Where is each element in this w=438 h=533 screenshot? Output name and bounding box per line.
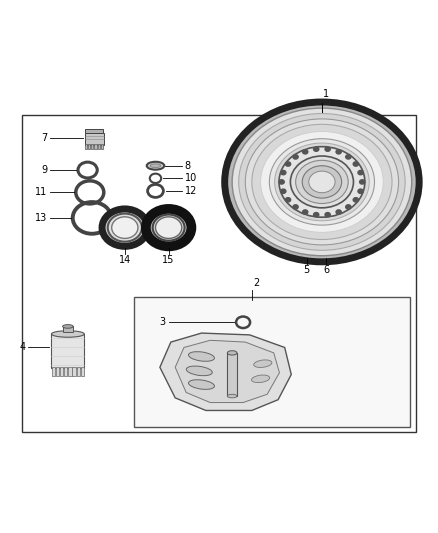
Circle shape	[358, 171, 363, 175]
Circle shape	[325, 147, 330, 151]
Bar	[91, 144, 93, 149]
Circle shape	[245, 119, 399, 245]
Text: 4: 4	[19, 343, 25, 352]
Circle shape	[296, 160, 348, 204]
Circle shape	[358, 189, 363, 193]
Bar	[22, 115, 416, 432]
Circle shape	[102, 209, 148, 246]
Bar	[85, 144, 87, 149]
Circle shape	[153, 214, 184, 241]
Circle shape	[346, 155, 351, 159]
Circle shape	[353, 162, 358, 166]
Ellipse shape	[188, 352, 215, 361]
Circle shape	[336, 210, 341, 214]
Polygon shape	[175, 340, 279, 402]
Circle shape	[302, 166, 342, 198]
Circle shape	[290, 156, 353, 208]
Text: 1: 1	[323, 89, 329, 99]
Text: 14: 14	[119, 255, 131, 265]
Bar	[94, 144, 96, 149]
Ellipse shape	[254, 360, 272, 367]
Circle shape	[336, 150, 341, 154]
Circle shape	[279, 147, 365, 217]
Bar	[77, 367, 80, 376]
Bar	[98, 144, 100, 149]
Ellipse shape	[186, 366, 212, 376]
Ellipse shape	[63, 325, 73, 328]
Bar	[68, 367, 71, 376]
Circle shape	[314, 213, 319, 217]
Circle shape	[155, 217, 182, 238]
Circle shape	[225, 102, 419, 262]
Circle shape	[281, 189, 286, 193]
Circle shape	[303, 150, 308, 154]
Bar	[227, 353, 237, 396]
Bar	[60, 367, 64, 376]
Circle shape	[146, 209, 191, 246]
Ellipse shape	[251, 375, 270, 383]
Circle shape	[261, 132, 383, 232]
Text: 15: 15	[162, 255, 175, 265]
Bar	[63, 326, 73, 332]
Text: 7: 7	[41, 133, 47, 143]
Text: 3: 3	[159, 317, 166, 327]
Ellipse shape	[150, 164, 161, 167]
Circle shape	[293, 155, 298, 159]
Ellipse shape	[52, 331, 84, 337]
Circle shape	[286, 162, 291, 166]
Circle shape	[281, 171, 286, 175]
Text: 6: 6	[323, 265, 329, 276]
Ellipse shape	[147, 161, 164, 169]
Bar	[101, 144, 103, 149]
Circle shape	[279, 180, 284, 184]
Circle shape	[269, 139, 374, 225]
Bar	[81, 367, 84, 376]
Circle shape	[360, 180, 365, 184]
Circle shape	[232, 108, 412, 256]
Bar	[72, 367, 76, 376]
Bar	[52, 367, 55, 376]
Circle shape	[346, 205, 351, 209]
Bar	[85, 129, 103, 133]
Circle shape	[239, 114, 405, 251]
Bar	[85, 133, 104, 145]
Text: 11: 11	[35, 188, 47, 197]
Text: 8: 8	[185, 161, 191, 171]
Text: 13: 13	[35, 213, 47, 223]
Ellipse shape	[188, 379, 215, 390]
Text: 5: 5	[304, 265, 310, 276]
Circle shape	[275, 143, 369, 221]
Bar	[64, 367, 67, 376]
Circle shape	[353, 198, 358, 202]
Circle shape	[325, 213, 330, 217]
Bar	[88, 144, 90, 149]
Text: 12: 12	[185, 186, 197, 196]
Polygon shape	[160, 333, 291, 410]
Circle shape	[252, 124, 392, 239]
Text: 2: 2	[253, 278, 259, 288]
Ellipse shape	[227, 394, 237, 398]
Ellipse shape	[227, 351, 237, 355]
Circle shape	[112, 217, 138, 238]
Text: 10: 10	[185, 173, 197, 183]
Bar	[51, 334, 84, 368]
Bar	[134, 297, 410, 427]
Bar	[56, 367, 59, 376]
Circle shape	[309, 171, 335, 193]
Circle shape	[108, 214, 142, 241]
Text: 9: 9	[41, 165, 47, 175]
Circle shape	[293, 205, 298, 209]
Circle shape	[314, 147, 319, 151]
Circle shape	[303, 210, 308, 214]
Circle shape	[286, 198, 291, 202]
